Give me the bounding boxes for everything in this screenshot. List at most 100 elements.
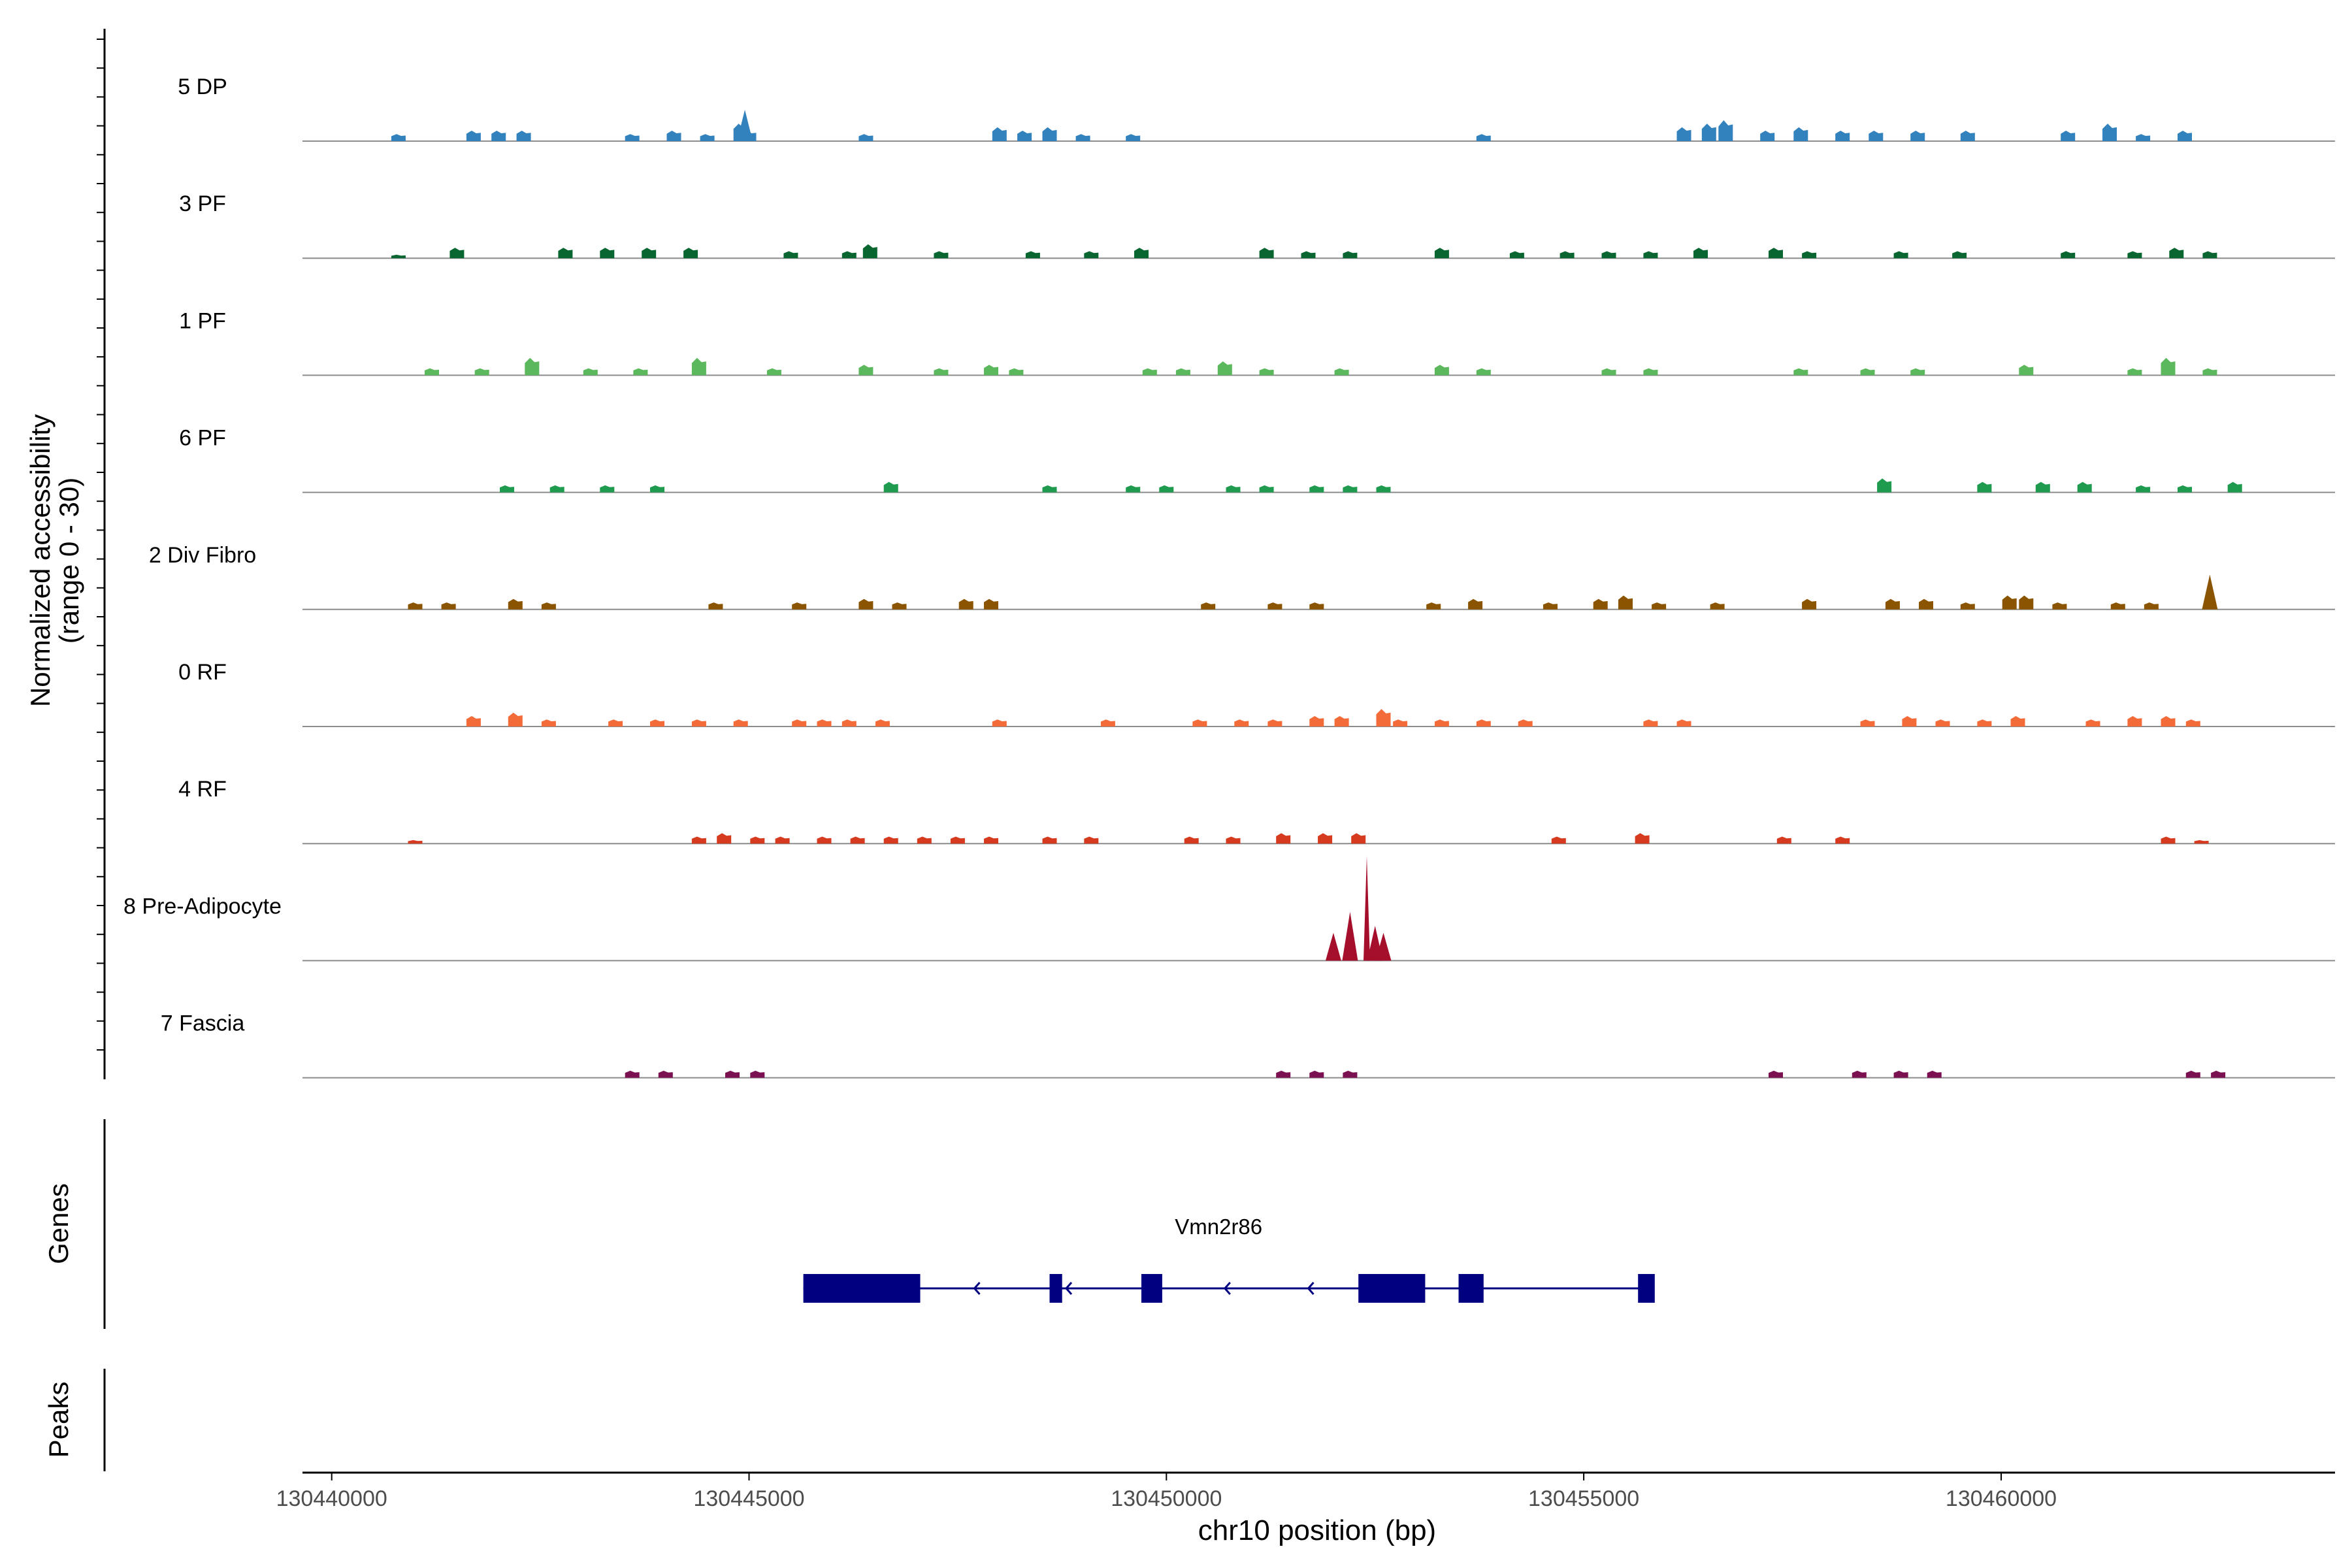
coverage-peak <box>1126 134 1141 141</box>
coverage-peak <box>1952 251 1967 259</box>
coverage-peak <box>1468 598 1483 610</box>
coverage-peak <box>733 719 748 727</box>
y-axis-title: Normalized accessibility <box>25 414 56 707</box>
coverage-peak <box>700 134 715 141</box>
coverage-peak <box>2144 602 2159 610</box>
coverage-peak <box>950 836 965 844</box>
coverage-peak <box>1927 1070 1942 1078</box>
coverage-peak <box>2227 482 2242 493</box>
coverage-peak <box>583 368 598 376</box>
coverage-peak <box>1318 833 1333 844</box>
track-coverage-group <box>1325 856 1392 961</box>
coverage-peak <box>391 134 406 141</box>
coverage-peak <box>541 719 556 727</box>
coverage-peak <box>2061 251 2076 259</box>
coverage-peak <box>1084 836 1099 844</box>
coverage-peak <box>1267 719 1282 727</box>
coverage-peak <box>1334 716 1349 727</box>
coverage-peak <box>549 485 564 493</box>
coverage-peak <box>883 836 898 844</box>
coverage-peak <box>633 368 648 376</box>
coverage-peak <box>1226 836 1241 844</box>
coverage-peak <box>491 131 506 141</box>
x-tick-label: 130455000 <box>1528 1486 1639 1511</box>
coverage-peak <box>817 719 832 727</box>
track-label: 1 PF <box>179 308 226 333</box>
coverage-peak <box>2127 716 2142 727</box>
coverage-peak <box>1325 932 1341 961</box>
coverage-peak <box>2110 602 2125 610</box>
coverage-peak <box>408 840 423 844</box>
coverage-peak <box>725 1070 740 1078</box>
coverage-peak <box>1869 131 1884 141</box>
coverage-peak <box>1960 602 1975 610</box>
coverage-peak <box>1217 361 1232 376</box>
track-labels: 5 DP 3 PF 1 PF 6 PF 2 Div Fibro 0 RF 4 RF 8 Pre… <box>123 74 282 1036</box>
coverage-peak <box>841 719 857 727</box>
coverage-peak <box>1885 598 1900 610</box>
gene-strand-arrow <box>1064 1282 1073 1295</box>
coverage-peak <box>2185 719 2200 727</box>
coverage-peak <box>2161 836 2176 844</box>
coverage-peak <box>1234 719 1249 727</box>
track-label: 2 Div Fibro <box>149 543 256 568</box>
coverage-peak <box>817 836 832 844</box>
coverage-peak <box>1977 482 1992 493</box>
coverage-peak <box>1601 368 1616 376</box>
coverage-peak <box>1376 709 1391 727</box>
coverage-peak <box>408 602 423 610</box>
coverage-peak <box>934 251 949 259</box>
coverage-peak <box>608 719 623 727</box>
track-coverage <box>391 110 2242 1078</box>
coverage-peak <box>1192 719 1207 727</box>
coverage-peak <box>658 1070 673 1078</box>
coverage-peak <box>766 368 781 376</box>
coverage-peak <box>1910 131 1925 141</box>
coverage-peak <box>2136 485 2151 493</box>
coverage-peak <box>1860 719 1875 727</box>
coverage-peak <box>1434 719 1449 727</box>
coverage-peak <box>1434 365 1449 376</box>
coverage-peak <box>1476 719 1491 727</box>
coverage-peak <box>992 127 1007 141</box>
gene-strand-arrow <box>1641 1282 1648 1295</box>
coverage-peak <box>1509 251 1524 259</box>
coverage-peak <box>2102 123 2117 141</box>
coverage-peak <box>1025 251 1040 259</box>
coverage-peak <box>2010 716 2025 727</box>
coverage-peak <box>2136 134 2151 141</box>
coverage-peak <box>642 248 657 259</box>
coverage-peak <box>1276 1070 1291 1078</box>
coverage-peak <box>625 1070 640 1078</box>
track-label: 6 PF <box>179 426 226 451</box>
coverage-peak <box>917 836 932 844</box>
coverage-peak <box>2178 131 2192 141</box>
coverage-peak <box>1793 127 1808 141</box>
x-tick-label: 130450000 <box>1111 1486 1222 1511</box>
coverage-peak <box>1226 485 1241 493</box>
gene-exon <box>1358 1274 1426 1303</box>
track-coverage-group <box>408 574 2218 610</box>
coverage-peak <box>1276 833 1291 844</box>
coverage-peak <box>2052 602 2067 610</box>
coverage-peak <box>708 602 723 610</box>
coverage-peak <box>1643 719 1658 727</box>
coverage-peak <box>650 485 664 493</box>
coverage-peak <box>1343 485 1358 493</box>
coverage-peak <box>466 131 481 141</box>
coverage-peak <box>1977 719 1992 727</box>
coverage-peak <box>625 134 640 141</box>
coverage-peak <box>875 719 890 727</box>
coverage-peak <box>1159 485 1174 493</box>
coverage-peak <box>1301 251 1316 259</box>
coverage-peak <box>1134 248 1149 259</box>
x-axis-title: chr10 position (bp) <box>1198 1514 1436 1546</box>
coverage-peak <box>717 833 732 844</box>
coverage-peak <box>516 131 531 141</box>
coverage-peak <box>1760 131 1775 141</box>
coverage-peak <box>1893 1070 1908 1078</box>
coverage-peak <box>1601 251 1616 259</box>
coverage-peak <box>1860 368 1875 376</box>
coverage-peak <box>1676 127 1691 141</box>
